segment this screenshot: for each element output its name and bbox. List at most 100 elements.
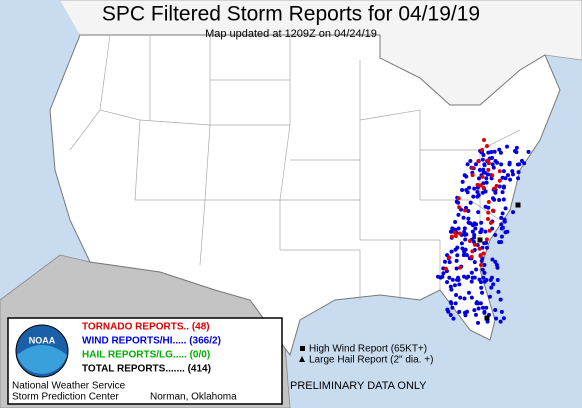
high-wind-report — [515, 202, 521, 208]
wind-report — [499, 239, 504, 244]
wind-report — [475, 190, 480, 195]
wind-report — [498, 297, 503, 302]
tornado-report — [484, 237, 489, 242]
wind-report — [492, 197, 497, 202]
wind-report — [472, 260, 477, 265]
wind-report — [473, 226, 478, 231]
wind-report — [484, 240, 489, 245]
wind-report — [435, 274, 440, 279]
wind-report — [503, 206, 508, 211]
wind-report — [472, 232, 477, 237]
wind-report — [489, 285, 494, 290]
tornado-report — [487, 228, 492, 233]
wind-report — [500, 211, 505, 216]
tornado-report — [485, 158, 490, 163]
wind-report — [484, 245, 489, 250]
wind-report — [441, 271, 446, 276]
wind-report — [510, 169, 515, 174]
wind-report — [482, 163, 487, 168]
wind-report — [501, 169, 506, 174]
wind-report — [464, 253, 469, 258]
wind-report — [463, 237, 468, 242]
wind-report — [489, 150, 494, 155]
wind-report — [472, 186, 477, 191]
wind-report — [499, 309, 504, 314]
wind-report — [454, 293, 459, 298]
wind-report — [465, 162, 470, 167]
wind-report — [447, 260, 452, 265]
wind-report — [462, 296, 467, 301]
wind-report — [483, 229, 488, 234]
large-hail-symbol — [299, 356, 305, 362]
wind-report — [490, 162, 495, 167]
tornado-report — [480, 148, 484, 152]
tornado-report — [486, 210, 491, 215]
tornado-report — [478, 183, 483, 188]
wind-report — [449, 301, 454, 306]
wind-report — [515, 162, 520, 167]
wind-report — [501, 316, 506, 321]
logo-wave — [17, 345, 67, 374]
tornado-report — [481, 185, 486, 190]
wind-report — [480, 157, 485, 162]
tornado-report — [453, 233, 458, 238]
report-markers — [435, 138, 531, 325]
tornado-report — [490, 173, 495, 178]
wind-report — [511, 210, 516, 215]
wind-report — [496, 289, 501, 294]
wind-report — [519, 158, 524, 163]
wind-report — [499, 215, 504, 220]
wind-report — [498, 319, 503, 324]
tornado-report — [463, 208, 468, 213]
tornado-report — [470, 173, 475, 178]
tornado-report — [477, 246, 482, 251]
wind-report — [468, 200, 473, 205]
wind-report — [485, 319, 490, 324]
tornado-report — [469, 254, 474, 259]
wind-report — [516, 170, 521, 175]
wind-report — [469, 279, 474, 284]
wind-report — [454, 266, 459, 271]
wind-report — [443, 259, 448, 264]
wind-report — [478, 229, 483, 234]
wind-report — [484, 305, 489, 310]
wind-report — [490, 257, 495, 262]
wind-report — [480, 290, 485, 295]
wind-report — [471, 194, 476, 199]
tornado-report — [485, 144, 489, 148]
tornado-report — [497, 169, 502, 174]
wind-report — [470, 275, 475, 280]
wind-report — [461, 253, 466, 258]
tornado-report — [488, 220, 493, 225]
tornado-report — [447, 255, 452, 260]
tornado-report — [470, 165, 475, 170]
wind-report — [480, 267, 485, 272]
wind-report — [468, 221, 473, 226]
wind-report — [494, 316, 499, 321]
tornado-report — [457, 205, 462, 210]
high-wind-symbol — [300, 346, 305, 351]
wind-report — [454, 199, 459, 204]
wind-report — [500, 175, 505, 180]
tornado-report — [457, 231, 462, 236]
wind-report — [514, 150, 519, 155]
title: SPC Filtered Storm Reports for 04/19/19 — [102, 3, 480, 26]
wind-report — [449, 249, 454, 254]
wind-report — [456, 275, 461, 280]
tornado-report — [482, 138, 486, 142]
wind-report — [466, 290, 471, 295]
wind-report — [502, 217, 507, 222]
wind-report — [497, 198, 502, 203]
wind-report — [448, 284, 453, 289]
wind-report — [497, 147, 502, 152]
wind-report — [453, 247, 458, 252]
wind-report — [516, 176, 521, 181]
wind-report — [488, 278, 493, 283]
wind-report — [460, 187, 465, 192]
agency: National Weather Service — [12, 381, 126, 392]
wind-report — [469, 270, 474, 275]
wind-report — [460, 246, 465, 251]
large-hail-key: Large Hail Report (2" dia. +) — [309, 355, 433, 366]
